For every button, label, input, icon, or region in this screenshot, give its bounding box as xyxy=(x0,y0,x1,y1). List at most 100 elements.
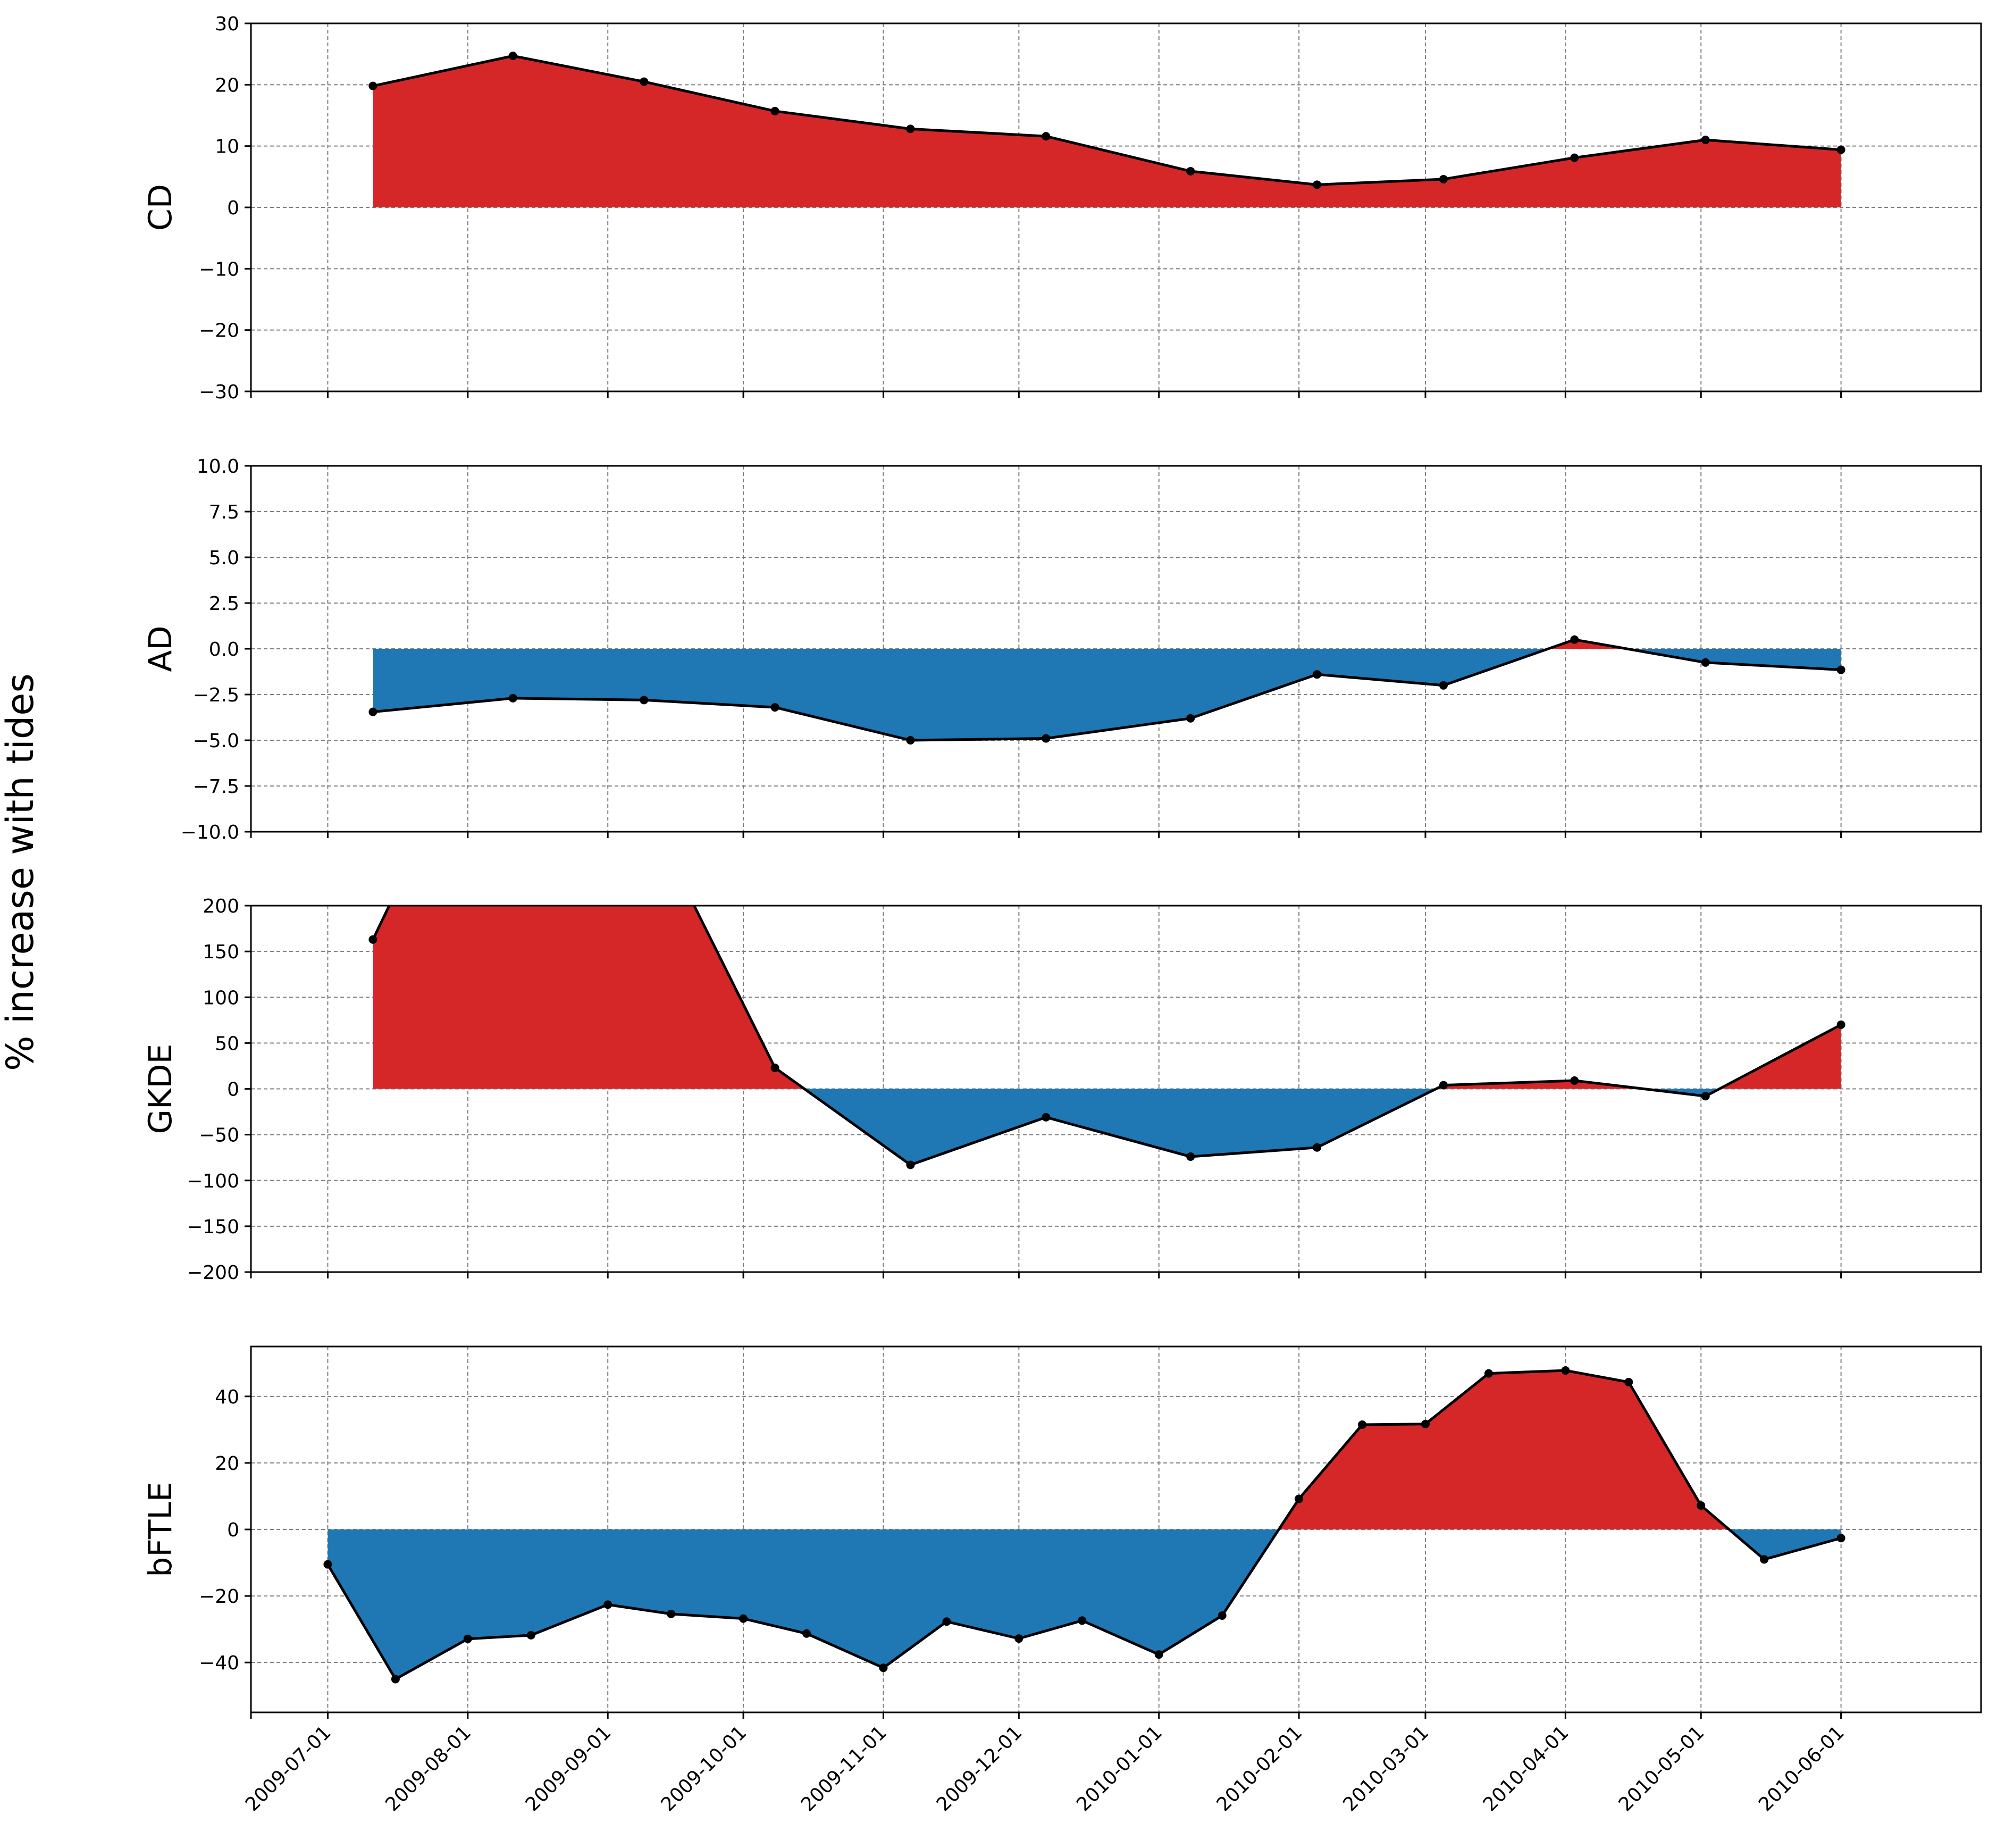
bftle-positive-area xyxy=(1279,1370,1730,1529)
bftle-data-point xyxy=(739,1614,748,1623)
ad-ytick-label: −7.5 xyxy=(193,776,239,798)
bftle-data-point xyxy=(879,1663,888,1673)
gkde-data-point xyxy=(1570,1076,1579,1085)
ad-ytick-label: 10.0 xyxy=(197,456,239,478)
bftle-data-point xyxy=(1697,1501,1706,1510)
bftle-ytick-label: 20 xyxy=(215,1453,239,1475)
ad-ytick-label: 7.5 xyxy=(209,501,239,523)
bftle-data-point xyxy=(1624,1377,1633,1386)
gkde-ytick-label: −100 xyxy=(187,1170,239,1192)
gkde-data-point xyxy=(1836,1020,1845,1029)
ad-data-point xyxy=(1042,734,1051,743)
bftle-data-point xyxy=(1218,1611,1227,1620)
gkde-ytick-label: −200 xyxy=(187,1262,239,1284)
bftle-data-point xyxy=(1484,1369,1493,1378)
gkde-ytick-label: −150 xyxy=(187,1216,239,1238)
cd-positive-area xyxy=(373,56,1841,208)
bftle-data-point xyxy=(1561,1366,1570,1375)
bftle-data-point xyxy=(667,1609,676,1618)
ad-data-point xyxy=(906,736,915,745)
cd-data-point xyxy=(1313,180,1322,189)
cd-ytick-label: 0 xyxy=(227,197,239,219)
gkde-ytick-label: 50 xyxy=(215,1033,239,1055)
bftle-ytick-label: 40 xyxy=(215,1386,239,1408)
bftle-data-point xyxy=(1014,1634,1023,1643)
ad-ytick-label: −5.0 xyxy=(193,730,239,752)
ad-data-point xyxy=(1186,714,1195,723)
panel-cd: −30 −20 −10 0 10 20 30 CD xyxy=(142,13,1982,403)
cd-data-point xyxy=(1042,132,1051,141)
ad-data-point xyxy=(1439,681,1448,690)
cd-data-point xyxy=(1701,136,1710,145)
gkde-data-point xyxy=(770,1063,779,1072)
ad-data-point xyxy=(640,696,649,705)
bftle-data-point xyxy=(1836,1534,1845,1543)
ad-ytick-label: 0.0 xyxy=(209,639,239,660)
ad-data-point xyxy=(368,707,377,716)
figure-ylabel: % increase with tides xyxy=(0,673,42,1071)
bftle-data-point xyxy=(1358,1420,1367,1429)
cd-data-point xyxy=(1836,145,1845,154)
gkde-ytick-label: 100 xyxy=(203,987,239,1009)
cd-data-point xyxy=(1570,153,1579,162)
ad-ytick-label: −2.5 xyxy=(193,684,239,706)
bftle-data-point xyxy=(603,1600,612,1609)
gkde-ylabel: GKDE xyxy=(142,1044,179,1134)
cd-ytick-label: −30 xyxy=(199,381,239,403)
bftle-ytick-label: −40 xyxy=(199,1652,239,1674)
cd-data-point xyxy=(906,124,915,133)
gkde-positive-area xyxy=(373,906,804,1089)
bftle-data-point xyxy=(942,1617,951,1626)
cd-ytick-label: 30 xyxy=(215,13,239,35)
bftle-data-point xyxy=(1154,1650,1163,1659)
bftle-data-point xyxy=(323,1560,332,1569)
cd-series-line xyxy=(372,54,1841,186)
bftle-data-point xyxy=(1078,1616,1087,1625)
bftle-data-point xyxy=(391,1675,400,1684)
ad-ytick-label: 5.0 xyxy=(209,547,239,569)
gkde-ytick-label: 200 xyxy=(203,896,239,917)
ad-data-point xyxy=(508,693,517,703)
gkde-data-point xyxy=(1313,1143,1322,1152)
cd-ytick-label: 10 xyxy=(215,136,239,158)
panel-gkde: −200 −150 −100 −50 0 50 100 150 200 GKDE xyxy=(142,896,1982,1284)
bftle-data-point xyxy=(1295,1494,1304,1503)
gkde-ytick-label: −50 xyxy=(199,1125,239,1147)
gkde-data-point xyxy=(1439,1081,1448,1090)
ad-series-line xyxy=(373,638,1841,742)
gkde-data-point xyxy=(1186,1152,1195,1161)
ad-ytick-label: −10.0 xyxy=(181,822,239,843)
cd-ytick-label: −20 xyxy=(199,320,239,342)
cd-data-point xyxy=(1439,174,1448,183)
cd-ytick-label: −10 xyxy=(199,258,239,280)
cd-data-point xyxy=(1186,166,1195,175)
gkde-data-point xyxy=(1042,1113,1051,1122)
bftle-data-point xyxy=(463,1634,472,1643)
bftle-data-point xyxy=(1760,1555,1769,1564)
bftle-data-point xyxy=(1421,1419,1430,1428)
gkde-series-line xyxy=(372,906,1842,1166)
gkde-data-point xyxy=(1701,1092,1710,1101)
cd-data-point xyxy=(770,106,779,115)
ad-data-point xyxy=(1701,658,1710,667)
ad-data-point xyxy=(1313,670,1322,679)
cd-data-point xyxy=(368,81,377,90)
gkde-positive-area xyxy=(1436,1080,1644,1089)
ad-data-point xyxy=(770,703,779,712)
bftle-data-point xyxy=(526,1630,535,1640)
panel-ad: −10.0 −7.5 −5.0 −2.5 0.0 2.5 5.0 7.5 10.0 AD xyxy=(142,456,1982,843)
bftle-data-point xyxy=(802,1629,811,1638)
ad-negative-area xyxy=(373,649,1549,740)
ad-negative-area xyxy=(1626,649,1841,670)
bftle-negative-area xyxy=(328,1529,1279,1679)
bftle-ylabel: bFTLE xyxy=(142,1482,179,1577)
cd-ytick-label: 20 xyxy=(215,74,239,96)
ad-data-point xyxy=(1836,665,1845,674)
ad-ytick-label: 2.5 xyxy=(209,593,239,615)
bftle-ytick-label: 0 xyxy=(227,1519,239,1541)
bftle-ytick-label: −20 xyxy=(199,1586,239,1608)
ad-data-point xyxy=(1570,635,1579,644)
gkde-data-point xyxy=(906,1160,915,1169)
cd-data-point xyxy=(508,52,517,61)
